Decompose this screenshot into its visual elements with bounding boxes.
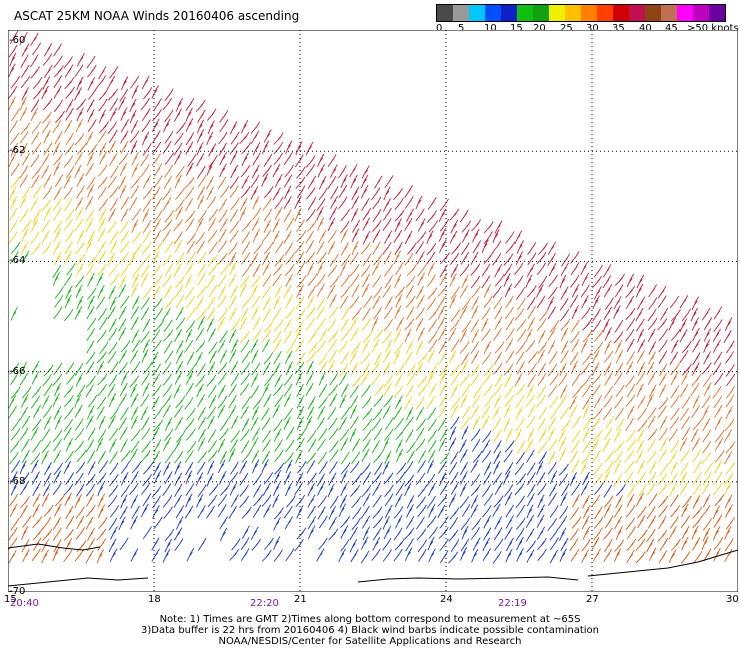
legend-label: 45 (665, 23, 678, 34)
wind-speed-legend: 0 5 10 15 20 25 30 35 40 45 >50 knots (436, 4, 739, 38)
legend-swatch (565, 5, 581, 21)
legend-swatch (453, 5, 469, 21)
legend-label: >50 knots (687, 23, 739, 34)
legend-swatch (549, 5, 565, 21)
legend-swatch (597, 5, 613, 21)
legend-swatch (677, 5, 693, 21)
legend-swatch (485, 5, 501, 21)
longitude-label: 15 (4, 594, 17, 605)
legend-label: 0 (436, 23, 443, 34)
map-title: ASCAT 25KM NOAA Winds 20160406 ascending (14, 9, 300, 23)
time-label: 22:20 (250, 598, 279, 609)
latitude-label: -64 (9, 255, 26, 267)
legend-swatch (501, 5, 517, 21)
wind-barbs (8, 30, 736, 564)
wind-barb-map (8, 30, 738, 592)
footnotes: Note: 1) Times are GMT 2)Times along bot… (0, 614, 740, 647)
legend-swatch (533, 5, 549, 21)
legend-swatch (661, 5, 677, 21)
legend-label: 30 (586, 23, 599, 34)
legend-swatch (469, 5, 485, 21)
latitude-label: -70 (9, 586, 26, 597)
legend-label: 20 (533, 23, 546, 34)
latitude-label: -60 (9, 35, 26, 47)
legend-label: 35 (612, 23, 625, 34)
legend-swatch (645, 5, 661, 21)
note-line-2: 3)Data buffer is 22 hrs from 20160406 4)… (141, 625, 599, 636)
longitude-label: 21 (294, 594, 307, 605)
legend-color-bar (436, 4, 726, 22)
legend-label: 10 (484, 23, 497, 34)
legend-swatch (613, 5, 629, 21)
coastline (8, 577, 149, 587)
legend-swatch (437, 5, 453, 21)
legend-label: 40 (639, 23, 652, 34)
legend-label: 5 (458, 23, 465, 34)
time-label: 20:40 (10, 598, 39, 609)
longitude-label: 24 (440, 594, 453, 605)
legend-label: 25 (560, 23, 573, 34)
coastline (357, 576, 579, 583)
legend-swatch (581, 5, 597, 21)
coastline (587, 549, 738, 577)
note-line-1: Note: 1) Times are GMT 2)Times along bot… (159, 614, 581, 625)
longitude-label: 30 (726, 594, 739, 605)
latitude-label: -68 (9, 475, 26, 487)
coastline (8, 543, 101, 551)
latitude-label: -62 (9, 145, 26, 157)
note-line-3: NOAA/NESDIS/Center for Satellite Applica… (218, 636, 522, 647)
legend-label: 15 (510, 23, 523, 34)
longitude-label: 27 (586, 594, 599, 605)
longitude-label: 18 (148, 594, 161, 605)
legend-swatch (517, 5, 533, 21)
latitude-label: -66 (9, 365, 26, 377)
time-label: 22:19 (498, 598, 527, 609)
legend-swatch (629, 5, 645, 21)
legend-swatch (693, 5, 709, 21)
legend-swatch (709, 5, 725, 21)
wind-map (8, 30, 738, 592)
